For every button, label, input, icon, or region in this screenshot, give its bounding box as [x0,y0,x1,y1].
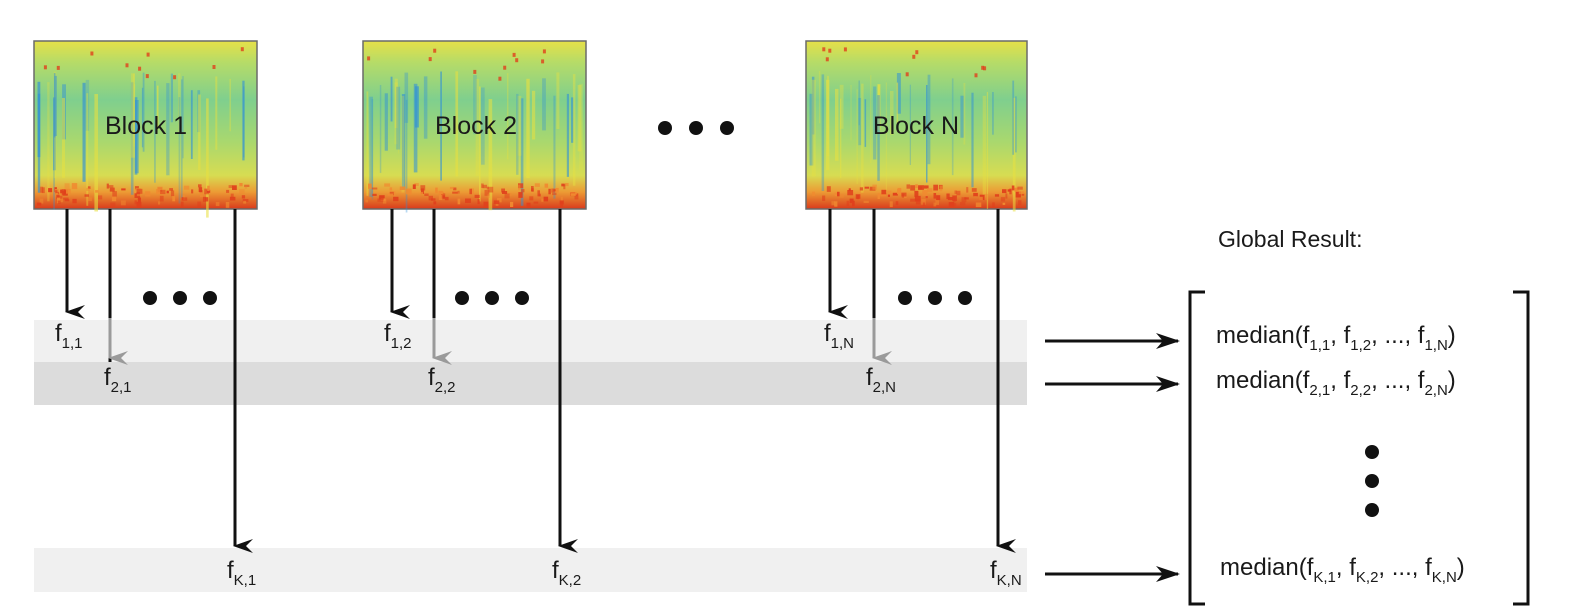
feature-fkn: fK,N [990,557,1022,589]
right-bracket [1513,290,1530,606]
spectrogram-block-n: Block N [805,40,1028,212]
band-f1 [34,320,1027,362]
block-1-ellipsis [143,291,217,305]
band-fk [34,548,1027,592]
feature-bands [34,320,1027,592]
global-result-title: Global Result: [1218,226,1362,252]
feature-f2n: f2,N [866,364,896,396]
block-n-label: Block N [873,112,959,140]
block-n-arrows [828,209,1016,553]
feature-f1n: f1,N [824,320,854,352]
spectrogram-block-2: Block 2 [362,40,587,213]
spectrogram-blocks: Block 1 Block 2 Block N [33,40,1028,218]
global-result: Global Result: median(f1,1, f1,2, ..., f… [1188,226,1530,606]
feature-f12: f1,2 [384,320,412,352]
median-row-k: median(fK,1, fK,2, ..., fK,N) [1220,554,1465,586]
block-2-label: Block 2 [435,112,517,140]
block-n-ellipsis [898,291,972,305]
feature-f22: f2,2 [428,364,456,396]
feature-f21: f2,1 [104,364,132,396]
feature-fk2: fK,2 [552,557,581,589]
left-bracket [1188,290,1205,606]
block-1-arrows [65,209,253,553]
spectrogram-block-1: Block 1 [33,40,258,218]
blocks-ellipsis [658,121,734,135]
vertical-ellipsis [1365,445,1379,517]
feature-f11: f1,1 [55,320,83,352]
median-row-2: median(f2,1, f2,2, ..., f2,N) [1216,367,1456,399]
block-1-label: Block 1 [105,112,187,140]
result-arrows [1045,333,1180,582]
block-2-arrows [390,209,578,553]
band-f2 [34,362,1027,405]
feature-labels: f1,1 f2,1 fK,1 f1,2 f2,2 fK,2 f1,N f2,N … [55,320,1022,589]
block-2-ellipsis [455,291,529,305]
feature-fk1: fK,1 [227,557,256,589]
median-row-1: median(f1,1, f1,2, ..., f1,N) [1216,322,1456,354]
